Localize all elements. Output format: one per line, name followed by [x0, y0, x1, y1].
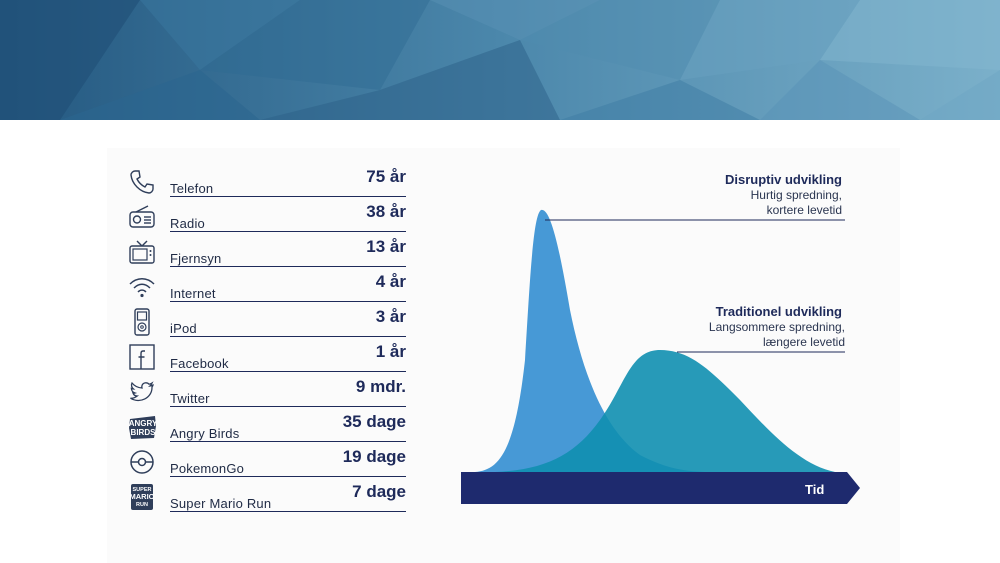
list-item: ANGRY BIRDS Angry Birds 35 dage	[128, 411, 406, 446]
list-item: Twitter 9 mdr.	[128, 376, 406, 411]
technology-name: Angry Birds	[170, 426, 240, 441]
pokeball-icon	[128, 448, 158, 476]
adoption-time: 9 mdr.	[355, 377, 406, 396]
technology-name: Internet	[170, 286, 216, 301]
list-item: Internet 4 år	[128, 271, 406, 306]
traditional-line2: længere levetid	[762, 335, 845, 349]
adoption-time: 4 år	[375, 272, 406, 291]
technology-name: Fjernsyn	[170, 251, 222, 266]
traditional-curve	[495, 350, 835, 472]
row-divider	[170, 336, 406, 337]
row-divider	[170, 301, 406, 302]
header-banner	[0, 0, 1000, 120]
svg-text:BIRDS: BIRDS	[131, 428, 157, 437]
adoption-time: 3 år	[375, 307, 406, 326]
list-item: SUPER MARIO RUN Super Mario Run 7 dage	[128, 481, 406, 516]
twitter-bird-icon	[128, 378, 158, 406]
adoption-curve-chart	[461, 209, 860, 504]
svg-text:MARIO: MARIO	[130, 492, 155, 501]
facebook-icon	[128, 343, 158, 371]
adoption-time: 7 dage	[352, 482, 406, 501]
disruptive-curve	[475, 209, 710, 473]
list-item: Telefon 75 år	[128, 166, 406, 201]
row-divider	[170, 406, 406, 407]
traditional-title: Traditionel udvikling	[715, 304, 842, 319]
disruptive-line2: kortere levetid	[766, 203, 842, 217]
row-divider	[170, 266, 406, 267]
traditional-line1: Langsommere spredning,	[708, 320, 845, 334]
time-axis-arrow	[461, 472, 860, 504]
technology-name: PokemonGo	[170, 461, 245, 476]
list-item: PokemonGo 19 dage	[128, 446, 406, 481]
row-divider	[170, 476, 406, 477]
technology-name: Facebook	[170, 356, 229, 371]
row-divider	[170, 511, 406, 512]
adoption-time: 1 år	[375, 342, 406, 361]
tv-icon	[128, 238, 158, 266]
adoption-time: 75 år	[366, 167, 406, 186]
phone-icon	[128, 168, 158, 196]
list-item: Facebook 1 år	[128, 341, 406, 376]
wifi-icon	[128, 273, 158, 301]
svg-text:RUN: RUN	[136, 502, 148, 508]
disruptive-line1: Hurtig spredning,	[750, 188, 842, 202]
list-item: Radio 38 år	[128, 201, 406, 236]
svg-text:SUPER: SUPER	[133, 487, 152, 493]
angry-birds-logo-icon: ANGRY BIRDS	[128, 413, 158, 441]
adoption-time: 35 dage	[342, 412, 406, 431]
technology-name: Twitter	[170, 391, 210, 406]
technology-name: Super Mario Run	[170, 496, 272, 511]
row-divider	[170, 371, 406, 372]
adoption-time: 38 år	[366, 202, 406, 221]
technology-name: iPod	[170, 321, 197, 336]
time-axis-label: Tid	[805, 482, 825, 497]
disruptive-title: Disruptiv udvikling	[724, 172, 842, 187]
list-item: Fjernsyn 13 år	[128, 236, 406, 271]
row-divider	[170, 231, 406, 232]
technology-name: Radio	[170, 216, 205, 231]
technology-name: Telefon	[170, 181, 214, 196]
adoption-time: 13 år	[366, 237, 406, 256]
list-item: iPod 3 år	[128, 306, 406, 341]
adoption-time: 19 dage	[342, 447, 406, 466]
super-mario-run-logo-icon: SUPER MARIO RUN	[128, 483, 158, 511]
row-divider	[170, 441, 406, 442]
radio-icon	[128, 203, 158, 231]
ipod-icon	[128, 308, 158, 336]
svg-text:ANGRY: ANGRY	[129, 419, 158, 428]
row-divider	[170, 196, 406, 197]
